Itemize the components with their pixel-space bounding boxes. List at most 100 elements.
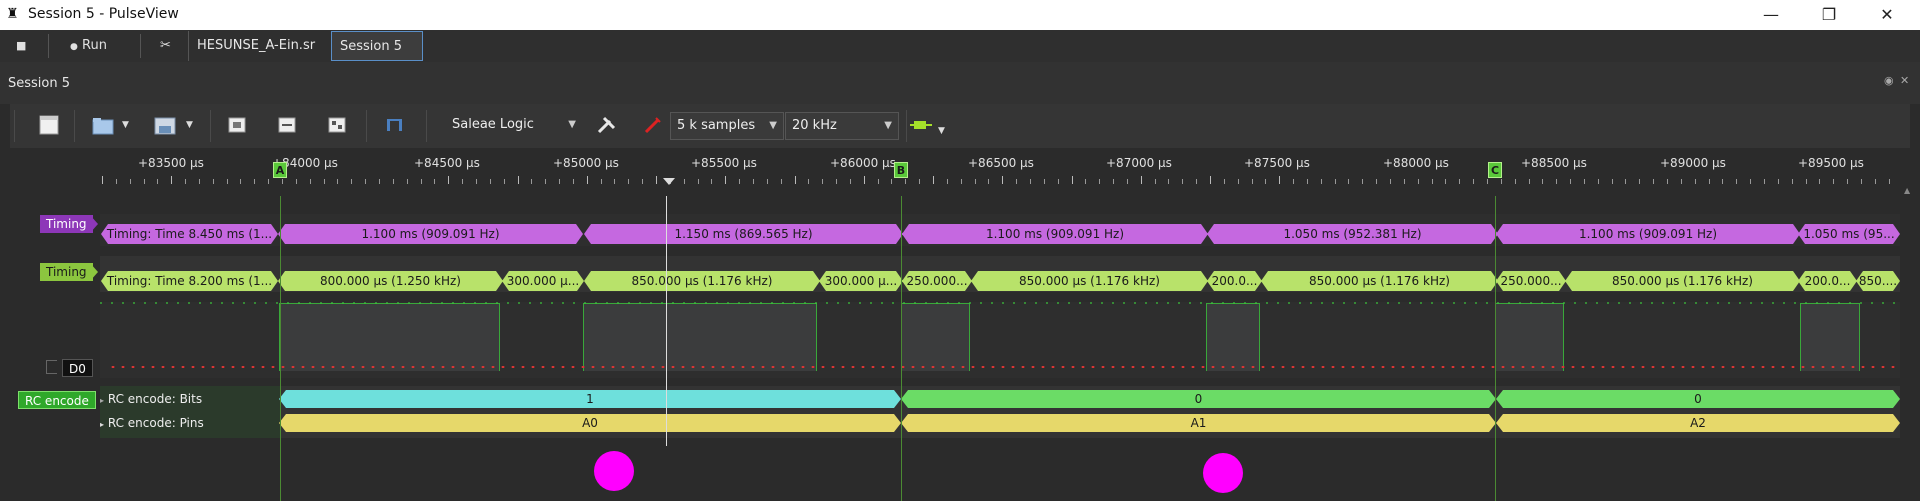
minimize-button[interactable]: —	[1763, 5, 1779, 24]
open-icon[interactable]	[90, 112, 116, 138]
ruler-tick	[975, 179, 976, 184]
ruler-tick	[628, 179, 629, 184]
close-button[interactable]: ✕	[1880, 5, 1894, 24]
open-dropdown-icon[interactable]: ▼	[122, 120, 129, 130]
rc-pins-row-label[interactable]: ▸ RC encode: Pins	[100, 416, 204, 430]
timing2-segment[interactable]: 850.000 µs (1.176 kHz)	[971, 271, 1208, 291]
d0-sample-dot	[540, 302, 542, 304]
zoom-fit-icon[interactable]	[224, 112, 250, 138]
d0-sample-dot	[1145, 302, 1147, 304]
timing1-segment[interactable]: 1.150 ms (869.565 Hz)	[584, 224, 903, 244]
timing2-segment[interactable]: 800.000 µs (1.250 kHz)	[278, 271, 503, 291]
timing2-segment[interactable]: 200.0...	[1798, 271, 1857, 291]
zoom-full-icon[interactable]	[324, 112, 350, 138]
maximize-button[interactable]: ❐	[1821, 5, 1837, 24]
new-session-icon[interactable]	[36, 112, 62, 138]
timing2-channel-label[interactable]: Timing	[40, 263, 93, 281]
probe-icon[interactable]	[640, 112, 666, 138]
timing2-segment[interactable]: 850.000 µs (1.176 kHz)	[1565, 271, 1800, 291]
tools-button[interactable]: ✂	[160, 32, 171, 60]
d0-sample-dot	[1134, 302, 1136, 304]
d0-sample-dot	[1365, 302, 1367, 304]
vertical-scrollbar[interactable]: ▲	[1902, 186, 1914, 496]
d0-high-pulse	[1495, 303, 1564, 371]
d0-sample-dot	[551, 302, 553, 304]
ruler-tick-label: +88500 µs	[1521, 156, 1587, 170]
d0-sample-dot	[1629, 302, 1631, 304]
ruler-tick	[296, 179, 297, 184]
save-icon[interactable]	[152, 112, 178, 138]
time-ruler[interactable]: +83500 µs +84000 µs +84500 µs +85000 µs +855…	[100, 150, 1900, 186]
cursor-icon[interactable]	[382, 112, 408, 138]
d0-sample-dot	[1860, 302, 1862, 304]
marker-flag-b[interactable]: B	[894, 162, 908, 178]
trace-view[interactable]: Timing: Time 8.450 ms (1... 1.100 ms (909…	[100, 196, 1900, 501]
ruler-tick	[1612, 179, 1613, 184]
rc-pins-segment[interactable]: A0	[279, 414, 901, 432]
rc-pins-label-text: RC encode: Pins	[107, 416, 204, 430]
d0-channel-label[interactable]: D0	[62, 359, 93, 377]
ruler-tick	[711, 179, 712, 184]
timing1-segment[interactable]: 1.100 ms (909.091 Hz)	[1496, 224, 1800, 244]
ruler-tick-label: +83500 µs	[138, 156, 204, 170]
d0-sample-dot	[1464, 302, 1466, 304]
config-icon[interactable]	[594, 112, 620, 138]
rc-bits-segment[interactable]: 1	[279, 390, 901, 408]
ruler-tick-label: +84500 µs	[414, 156, 480, 170]
timing1-segment[interactable]: 1.100 ms (909.091 Hz)	[902, 224, 1208, 244]
ruler-tick	[1529, 179, 1530, 184]
stop-button[interactable]: ■	[16, 39, 27, 52]
timing1-segment[interactable]: 1.100 ms (909.091 Hz)	[278, 224, 583, 244]
samples-select[interactable]: 5 k samples ▼	[670, 112, 784, 140]
device-select[interactable]: Saleae Logic ▼	[446, 112, 582, 140]
ruler-tick	[1667, 179, 1668, 184]
timing2-segment[interactable]: 850.000 µs (1.176 kHz)	[584, 271, 820, 291]
decoder-dropdown-icon[interactable]: ▼	[938, 126, 945, 136]
ruler-tick	[1376, 179, 1377, 184]
d0-sample-dot	[1244, 302, 1246, 304]
d0-sample-dot	[804, 302, 806, 304]
decoder-icon[interactable]	[908, 112, 934, 138]
d0-sample-dot	[1816, 302, 1818, 304]
tab-session-5[interactable]: Session 5✕	[331, 31, 423, 85]
d0-sample-dot	[1475, 302, 1477, 304]
timing2-segment[interactable]: Timing: Time 8.200 ms (1...	[101, 271, 278, 291]
rc-bits-segment[interactable]: 0	[1496, 390, 1900, 408]
timing1-segment[interactable]: 1.050 ms (952.381 Hz)	[1207, 224, 1498, 244]
ruler-tick	[213, 179, 214, 184]
d0-sample-dot	[1420, 302, 1422, 304]
save-dropdown-icon[interactable]: ▼	[186, 120, 193, 130]
ruler-tick	[1584, 179, 1585, 184]
rc-bits-segment[interactable]: 0	[901, 390, 1496, 408]
ruler-tick	[601, 179, 602, 184]
rc-pins-segment[interactable]: A1	[901, 414, 1496, 432]
timing1-segment[interactable]: 1.050 ms (95...	[1798, 224, 1900, 244]
zoom-one-icon[interactable]	[274, 112, 300, 138]
timing1-channel-label[interactable]: Timing	[40, 215, 93, 233]
timing1-segment[interactable]: Timing: Time 8.450 ms (1...	[101, 224, 278, 244]
timing2-segment[interactable]: 850....	[1856, 271, 1900, 291]
float-icon[interactable]: ◉	[1884, 74, 1894, 87]
ruler-tick	[795, 176, 796, 184]
marker-flag-a[interactable]: A	[273, 162, 287, 178]
ruler-tick	[337, 179, 338, 184]
ruler-tick	[1030, 179, 1031, 184]
ruler-tick	[1819, 179, 1820, 184]
close-dock-icon[interactable]: ✕	[1900, 74, 1910, 87]
rc-encode-label[interactable]: RC encode	[18, 391, 96, 409]
timing2-segment[interactable]: 300.000 µ...	[819, 271, 903, 291]
scroll-up-icon[interactable]: ▲	[1904, 186, 1911, 195]
cursor-line[interactable]	[666, 196, 667, 446]
marker-flag-c[interactable]: C	[1488, 162, 1502, 178]
tab-file[interactable]: HESUNSE_A-Ein.sr✕	[188, 31, 330, 84]
d0-sample-dot	[331, 302, 333, 304]
run-button[interactable]: ● Run	[70, 32, 107, 60]
timing2-segment[interactable]: 250.000...	[1496, 271, 1566, 291]
timing2-segment[interactable]: 250.000...	[902, 271, 972, 291]
timing2-segment[interactable]: 200.0...	[1207, 271, 1262, 291]
rc-pins-segment[interactable]: A2	[1496, 414, 1900, 432]
timing2-segment[interactable]: 850.000 µs (1.176 kHz)	[1261, 271, 1498, 291]
samplerate-select[interactable]: 20 kHz ▼	[785, 112, 899, 140]
timing2-segment[interactable]: 300.000 µ...	[502, 271, 584, 291]
d0-sample-dot	[287, 302, 289, 304]
